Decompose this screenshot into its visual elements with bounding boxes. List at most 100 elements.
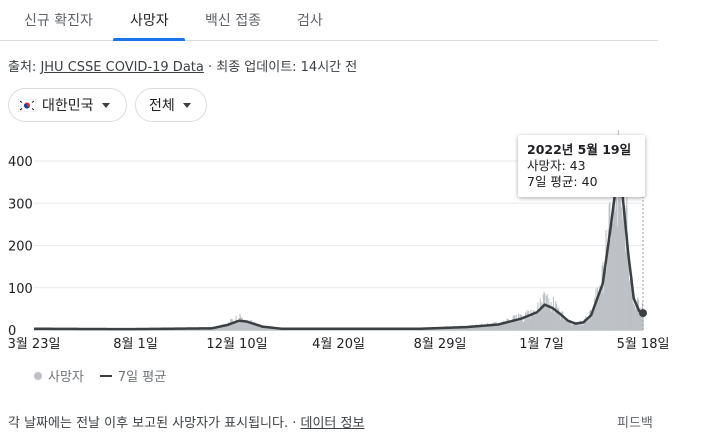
- bar: [606, 269, 608, 330]
- country-label: 대한민국: [42, 98, 94, 114]
- bar: [584, 318, 586, 330]
- bar: [495, 321, 497, 330]
- bar: [501, 321, 503, 330]
- tab-new-cases[interactable]: 신규 확진자: [24, 13, 93, 29]
- legend-line-swatch: [99, 374, 112, 377]
- deaths-chart[interactable]: 3월 23일 8월 1일 12월 10일 4월 20일 8월 29일 1월 7일 5월 18…: [0, 130, 708, 362]
- bar: [546, 293, 548, 330]
- bar: [521, 320, 523, 330]
- bar: [543, 291, 545, 330]
- bar: [442, 328, 445, 330]
- bar: [544, 293, 546, 330]
- bar: [474, 327, 476, 330]
- x-tick-label: 4월 20일: [312, 337, 365, 352]
- legend-bar-swatch: [34, 371, 42, 380]
- bar: [601, 265, 603, 330]
- bar: [552, 296, 554, 330]
- bar: [491, 323, 493, 330]
- bar: [528, 316, 530, 330]
- source-link[interactable]: JHU CSSE COVID-19 Data: [40, 60, 204, 75]
- chevron-down-icon: [101, 102, 110, 108]
- bar: [564, 318, 566, 330]
- bar: [473, 327, 475, 330]
- bar: [553, 313, 555, 330]
- bar: [248, 321, 250, 330]
- tab-bar: 신규 확진자 사망자 백신 접종 검사: [0, 0, 658, 41]
- bar: [542, 294, 544, 330]
- bar: [579, 320, 582, 330]
- bar: [620, 160, 622, 330]
- bar: [488, 325, 490, 330]
- bar: [565, 320, 567, 330]
- bar: [531, 314, 533, 330]
- tab-testing[interactable]: 검사: [297, 13, 323, 29]
- x-tick-label: 12월 10일: [206, 337, 267, 352]
- bar: [527, 312, 529, 330]
- bar: [222, 325, 224, 330]
- bar: [472, 326, 474, 330]
- bar: [462, 328, 464, 330]
- bar: [238, 318, 240, 330]
- bar: [609, 201, 611, 330]
- bar: [628, 281, 630, 330]
- bar: [595, 288, 597, 330]
- bar: [450, 328, 452, 330]
- bar: [259, 327, 261, 330]
- bar: [569, 320, 571, 330]
- bar: [240, 317, 243, 330]
- bar: [534, 315, 536, 330]
- bar: [529, 318, 531, 330]
- bar: [250, 321, 252, 330]
- bar: [637, 299, 640, 330]
- bar: [626, 189, 628, 330]
- bar: [535, 311, 537, 330]
- bar: [611, 217, 613, 330]
- country-dropdown[interactable]: 대한민국: [8, 88, 127, 122]
- bar: [243, 321, 245, 330]
- tab-deaths[interactable]: 사망자: [130, 13, 169, 29]
- last-updated: · 최종 업데이트: 14시간 전: [203, 60, 358, 75]
- bar: [577, 324, 579, 330]
- bar: [617, 226, 619, 330]
- bar: [640, 307, 642, 330]
- bar: [562, 320, 564, 330]
- bar: [627, 252, 629, 330]
- bar: [540, 301, 542, 330]
- tab-vaccinations[interactable]: 백신 접종: [205, 13, 261, 29]
- bar: [505, 323, 507, 330]
- bar: [620, 207, 623, 330]
- bar: [507, 319, 510, 330]
- bar: [514, 315, 516, 330]
- bar: [569, 321, 571, 330]
- bar: [519, 314, 521, 330]
- bar: [559, 312, 561, 330]
- bar: [594, 305, 596, 330]
- bar: [563, 316, 565, 330]
- hover-point: [639, 309, 647, 318]
- bar: [500, 325, 502, 330]
- data-info-link[interactable]: 데이터 정보: [300, 416, 365, 431]
- bar: [514, 318, 517, 330]
- bar: [610, 217, 612, 330]
- bar: [227, 322, 229, 330]
- bar: [249, 320, 251, 330]
- scope-dropdown[interactable]: 전체: [135, 88, 207, 122]
- tooltip-deaths: 사망자: 43: [527, 158, 586, 173]
- bar: [242, 320, 244, 330]
- bar: [523, 321, 525, 330]
- bar: [548, 298, 550, 330]
- bar: [512, 315, 514, 330]
- legend-line-label: 7일 평균: [117, 370, 167, 385]
- bar: [537, 302, 539, 330]
- bar: [637, 297, 639, 330]
- bar: [568, 322, 570, 330]
- bar: [614, 211, 616, 330]
- bar: [503, 320, 505, 330]
- bar: [237, 323, 239, 330]
- bar: [490, 324, 493, 330]
- feedback-link[interactable]: 피드백: [617, 416, 653, 431]
- bar: [576, 322, 578, 330]
- bar: [586, 321, 588, 330]
- bar: [566, 321, 568, 330]
- bar: [536, 313, 538, 330]
